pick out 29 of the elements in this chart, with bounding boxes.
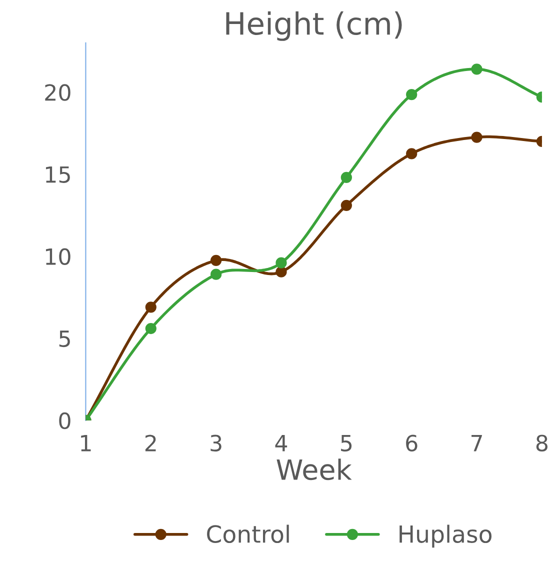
x-tick-label: 3 xyxy=(210,434,222,452)
y-tick-label: 5 xyxy=(59,330,70,348)
point xyxy=(210,268,222,280)
point xyxy=(406,148,418,160)
x-tick-label: 7 xyxy=(472,434,482,452)
x-tick-label: 5 xyxy=(341,434,352,452)
y-tick-label: 20 xyxy=(45,84,70,101)
x-tick-label: 2 xyxy=(145,434,156,452)
point xyxy=(145,302,156,313)
legend-label: Huplaso xyxy=(400,524,492,548)
point xyxy=(276,257,287,268)
point xyxy=(276,266,287,278)
x-tick-label: 6 xyxy=(406,434,418,452)
point xyxy=(471,64,482,75)
chart-title: Height (cm) xyxy=(226,11,402,41)
point xyxy=(471,132,482,143)
x-axis-title: Week xyxy=(276,458,352,480)
y-tick-label: 15 xyxy=(46,166,70,183)
point xyxy=(210,254,222,266)
point xyxy=(145,322,156,334)
point xyxy=(340,172,352,184)
y-tick-label: 10 xyxy=(46,248,70,266)
x-tick-label: 8 xyxy=(536,434,548,452)
point xyxy=(340,200,352,211)
y-tick-label: 0 xyxy=(59,412,70,430)
x-tick-label: 1 xyxy=(81,434,91,452)
point xyxy=(406,89,418,100)
x-tick-label: 4 xyxy=(275,434,288,452)
legend-label: Control xyxy=(207,524,289,543)
